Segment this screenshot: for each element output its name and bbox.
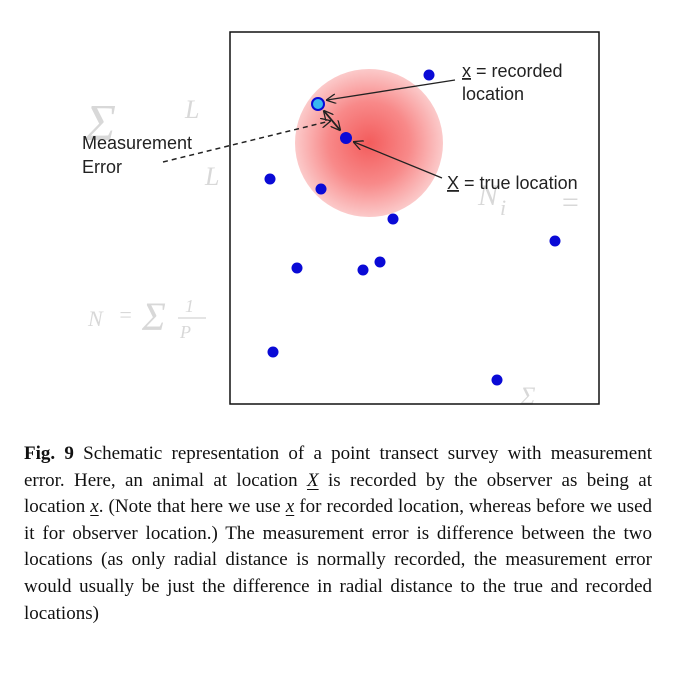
svg-text:Σ: Σ — [84, 95, 116, 152]
var-true-location: X — [307, 469, 319, 491]
svg-text:Σ: Σ — [141, 294, 166, 339]
error-halo — [295, 69, 443, 217]
svg-text:P: P — [179, 322, 191, 342]
figure-caption: Fig. 9 Schematic representation of a poi… — [24, 441, 652, 627]
true-location-point — [340, 132, 352, 144]
animal-point — [315, 183, 327, 195]
animal-point — [267, 346, 279, 358]
svg-text:=: = — [118, 302, 133, 327]
caption-text: is recorded by the observer as being at … — [24, 469, 652, 518]
animal-point — [264, 173, 276, 185]
animal-point — [491, 374, 503, 386]
animal-point — [423, 69, 435, 81]
caption-text: for recorded location, whereas before we… — [24, 496, 652, 624]
var-recorded-location: x — [90, 496, 99, 518]
svg-text:1: 1 — [185, 296, 194, 316]
recorded-label: x = recorded — [462, 61, 563, 81]
svg-text:L: L — [204, 162, 219, 191]
caption-text: Schematic representation of a point tran… — [24, 443, 652, 491]
svg-text:Σ: Σ — [519, 382, 536, 411]
animal-point — [549, 235, 561, 247]
svg-text:N: N — [87, 306, 104, 331]
figure-number: Fig. 9 — [24, 443, 74, 464]
svg-text:N: N — [477, 179, 500, 212]
animal-point — [291, 262, 303, 274]
svg-text:i: i — [500, 195, 506, 220]
animal-point — [357, 264, 369, 276]
measurement-error-label: Measurement — [82, 133, 192, 153]
figure-canvas: Σ L L N i = N = Σ 1 P Σ — [82, 31, 600, 411]
plot-border — [229, 31, 600, 405]
true-location-label: X = true location — [447, 173, 578, 193]
svg-text:L: L — [184, 95, 199, 124]
caption-text: . (Note that here we use — [98, 496, 286, 518]
recorded-location-point — [311, 97, 325, 111]
svg-text:=: = — [560, 186, 580, 219]
background-watermark: Σ L L N i = N = Σ 1 P Σ — [84, 95, 580, 411]
animal-point — [387, 213, 399, 225]
animal-point — [374, 256, 386, 268]
recorded-label-line2: location — [462, 84, 524, 104]
measurement-error-label-line2: Error — [82, 157, 122, 177]
var-recorded-location: x — [285, 496, 295, 518]
recorded-pointer-arrow — [327, 79, 456, 100]
error-pointer-arrow — [162, 121, 330, 163]
schematic-figure: Σ L L N i = N = Σ 1 P Σ — [82, 31, 600, 411]
animal-points — [264, 69, 561, 386]
true-pointer-arrow — [354, 142, 443, 179]
